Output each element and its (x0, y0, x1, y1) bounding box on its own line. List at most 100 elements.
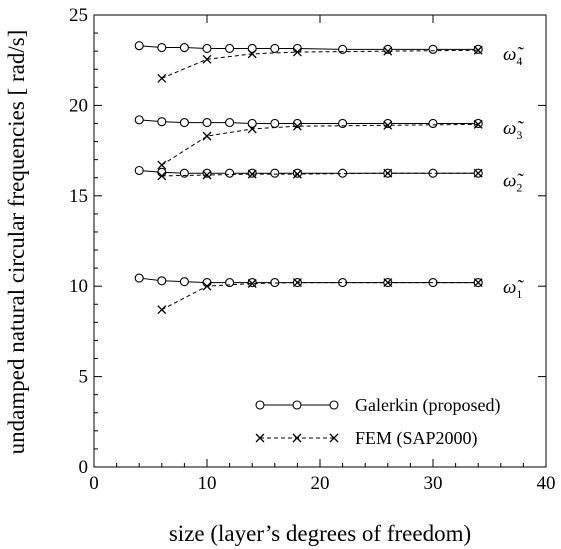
galerkin-series-mode-4 (134, 41, 483, 54)
galerkin-series-mode-1 (134, 273, 483, 288)
fem-point (383, 168, 393, 178)
galerkin-point (428, 44, 438, 54)
fem-point (157, 160, 167, 170)
x-axis-title: size (layer’s degrees of freedom) (169, 521, 471, 546)
legend-marker (292, 433, 302, 443)
legend-marker (329, 433, 339, 443)
fem-point (383, 278, 393, 288)
galerkin-point (157, 117, 167, 127)
omega-label-3: ω̃3 (503, 118, 524, 142)
legend-marker (255, 433, 265, 443)
galerkin-point (202, 168, 212, 178)
fem-point (157, 73, 167, 83)
series-line (139, 119, 479, 124)
fem-series-mode-3 (157, 119, 483, 170)
legend-label: Galerkin (proposed) (355, 395, 500, 416)
y-tick-label: 0 (79, 457, 89, 478)
axes: 0 10 20 30 40 0 5 10 15 20 25 (69, 5, 556, 494)
galerkin-point (134, 165, 144, 176)
fem-point (247, 124, 257, 134)
galerkin-point (225, 168, 235, 178)
y-tick-label: 5 (79, 367, 89, 388)
legend-label: FEM (SAP2000) (355, 428, 478, 449)
series-line (139, 169, 479, 174)
fem-point (247, 49, 257, 59)
y-tick-label: 25 (69, 5, 88, 26)
galerkin-point (270, 43, 280, 53)
fem-point (473, 45, 483, 55)
galerkin-point (338, 44, 348, 54)
x-tick-label: 10 (198, 473, 217, 494)
fem-series-mode-4 (157, 45, 483, 83)
legend-marker (329, 400, 339, 410)
fem-point (202, 281, 212, 291)
galerkin-point (179, 42, 189, 53)
fem-point (247, 169, 257, 179)
galerkin-point (383, 118, 393, 129)
galerkin-point (179, 168, 189, 178)
series-line (161, 123, 479, 166)
series-line (139, 45, 479, 50)
galerkin-point (202, 118, 212, 128)
series-line (161, 282, 479, 311)
galerkin-point (338, 118, 348, 129)
galerkin-point (270, 118, 280, 129)
galerkin-point (202, 43, 212, 53)
fem-point (383, 46, 393, 56)
galerkin-point (292, 118, 302, 129)
galerkin-point (428, 118, 438, 129)
series-line (161, 49, 479, 79)
series-line (161, 172, 479, 177)
galerkin-point (134, 115, 144, 125)
legend-entry-galerkin: Galerkin (proposed) (255, 395, 500, 416)
fem-point (292, 278, 302, 288)
y-tick-label: 20 (69, 95, 88, 116)
fem-point (383, 120, 393, 130)
galerkin-point (179, 118, 189, 128)
x-tick-label: 20 (311, 473, 330, 494)
omega-label-2: ω̃2 (503, 171, 524, 195)
fem-series-mode-1 (157, 278, 483, 315)
x-tick-label: 0 (89, 473, 99, 494)
y-axis-title: undamped natural circular frequencies [ … (4, 30, 29, 455)
series-labels: ω̃1 ω̃2 ω̃3 ω̃4 (503, 44, 524, 301)
fem-point (202, 170, 212, 180)
galerkin-point (225, 43, 235, 53)
galerkin-point (179, 277, 189, 287)
legend-marker (255, 400, 265, 410)
fem-point (292, 121, 302, 131)
fem-series-mode-2 (157, 168, 483, 181)
galerkin-series-mode-2 (134, 165, 483, 178)
fem-point (202, 131, 212, 141)
galerkin-point (383, 44, 393, 54)
omega-label-4: ω̃4 (503, 44, 524, 68)
fem-point (473, 119, 483, 129)
fem-point (292, 169, 302, 179)
legend: Galerkin (proposed) FEM (SAP2000) (255, 395, 500, 449)
series-line (139, 277, 479, 284)
fem-point (473, 278, 483, 288)
fem-point (202, 54, 212, 64)
galerkin-point (134, 41, 144, 51)
galerkin-point (157, 276, 167, 286)
fem-point (473, 168, 483, 178)
x-tick-label: 40 (537, 473, 556, 494)
fem-point (157, 171, 167, 181)
galerkin-point (247, 43, 257, 53)
x-tick-label: 30 (424, 473, 443, 494)
galerkin-point (134, 273, 144, 283)
fem-point (292, 47, 302, 57)
omega-label-1: ω̃1 (503, 277, 524, 301)
galerkin-point (270, 168, 280, 178)
galerkin-point (247, 118, 257, 129)
fem-point (247, 279, 257, 288)
legend-marker (292, 400, 302, 410)
plot-area (134, 41, 483, 315)
galerkin-point (157, 42, 167, 53)
y-tick-label: 15 (69, 186, 88, 207)
y-tick-label: 10 (69, 276, 88, 297)
fem-point (157, 305, 167, 315)
legend-entry-fem: FEM (SAP2000) (255, 428, 478, 449)
galerkin-point (225, 118, 235, 128)
